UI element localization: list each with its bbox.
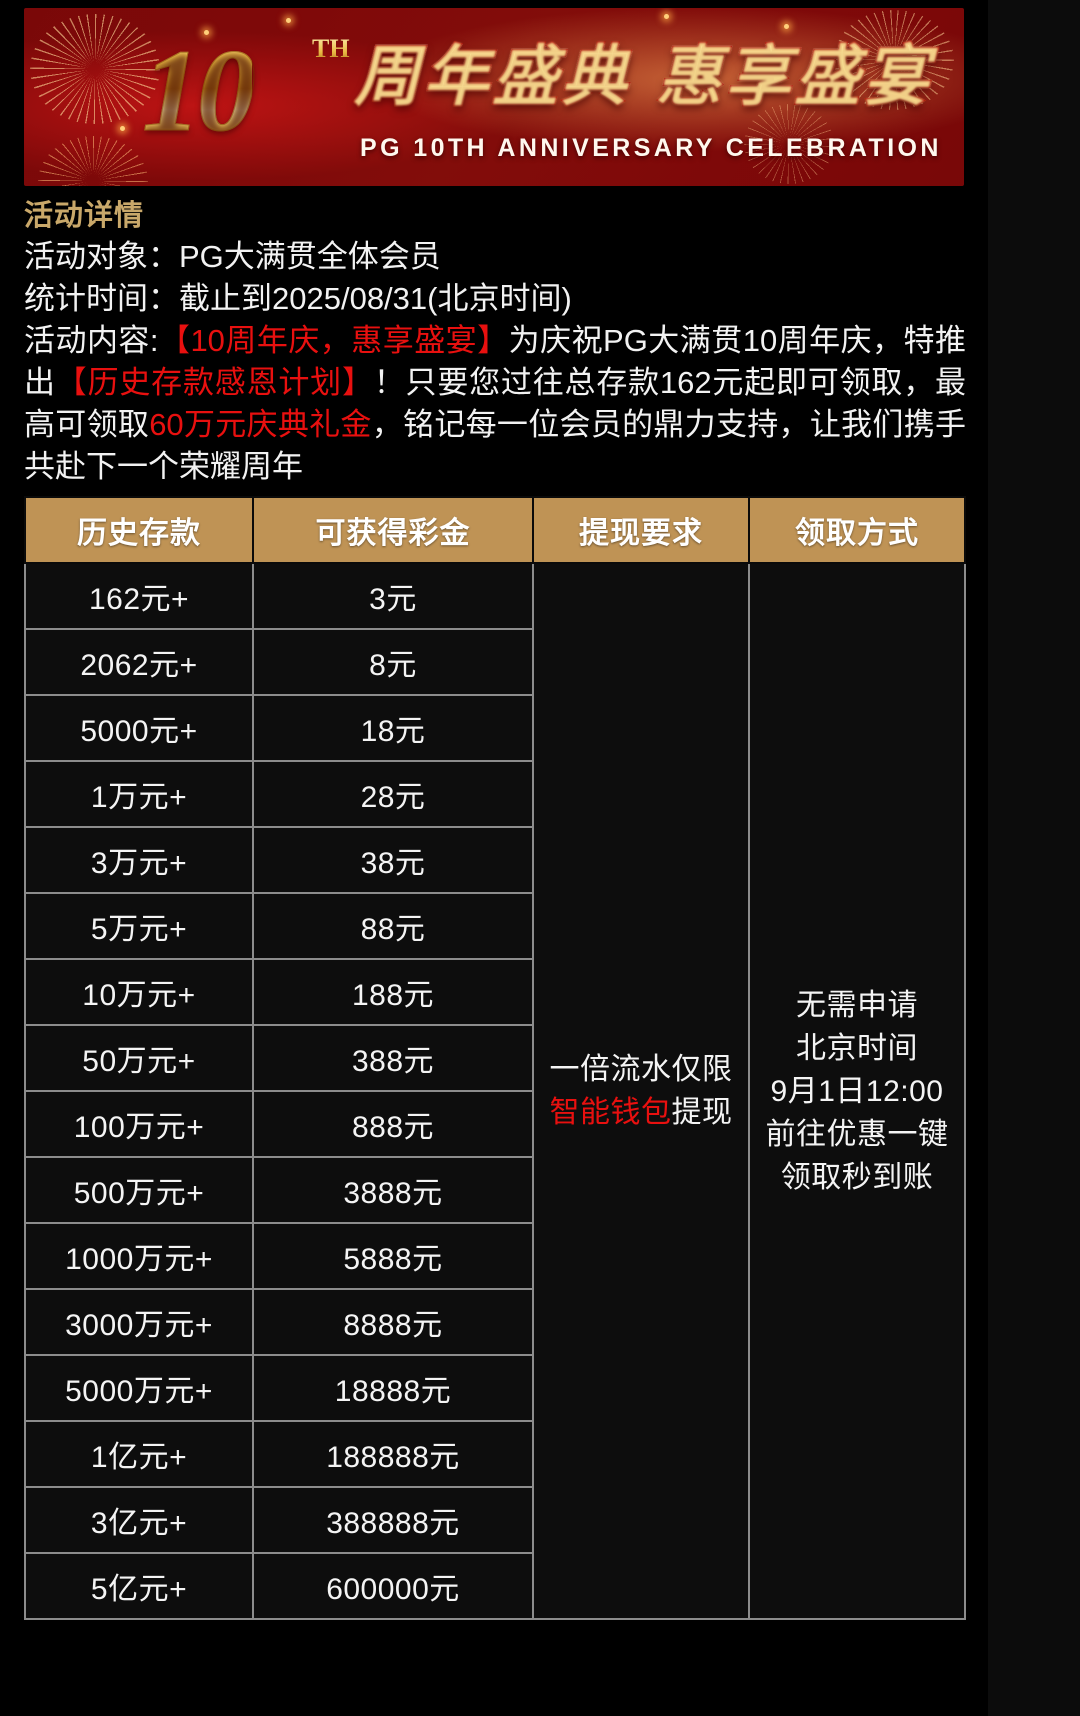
cell-deposit: 3亿元+ [24, 1486, 254, 1554]
content-text-4: ！只要您过往总存款162元起即可领取，最高可领取 [24, 365, 966, 442]
cell-withdraw-requirement: 一倍流水仅限 智能钱包提现 [532, 562, 750, 1620]
th-withdraw-requirement: 提现要求 [532, 496, 750, 564]
cell-deposit: 5000元+ [24, 694, 254, 762]
cell-bonus: 8元 [252, 628, 534, 696]
cell-bonus: 188888元 [252, 1420, 534, 1488]
withdraw-line-2-tail: 提现 [671, 1096, 733, 1129]
content-label: 活动内容: [24, 323, 159, 358]
cell-deposit: 500万元+ [24, 1156, 254, 1224]
period-value: 截止到2025/08/31(北京时间) [179, 281, 572, 316]
table-row: 100万元+ 888元 [24, 1090, 965, 1158]
spark-icon [120, 126, 125, 131]
audience-line: 活动对象：PG大满贯全体会员 [24, 236, 966, 278]
audience-value: PG大满贯全体会员 [179, 239, 441, 274]
content-text-6: ，铭记每一位会员的鼎力支持，让我们携手共赴下一个荣耀周年 [24, 407, 967, 484]
cell-deposit: 3000万元+ [24, 1288, 254, 1356]
banner-number-10: 10 [142, 25, 257, 156]
bonus-table: 历史存款 可获得彩金 提现要求 领取方式 162元+ 3元 一倍流水仅限 智能钱包… [24, 496, 966, 1620]
content-highlight-2: 【历史存款感恩计划】 [55, 365, 374, 400]
table-row: 5亿元+ 600000元 [24, 1552, 965, 1620]
content-text-2: 为庆祝PG大满贯10周年庆，特推出 [24, 323, 966, 400]
cell-bonus: 88元 [252, 892, 534, 960]
spark-icon [912, 52, 917, 57]
table-row: 3万元+ 38元 [24, 826, 965, 894]
claim-line-1: 无需申请 [796, 988, 918, 1022]
table-row: 162元+ 3元 一倍流水仅限 智能钱包提现 无需申请北京时间 9月1日12:00 前… [24, 562, 966, 1620]
spark-icon [286, 18, 291, 23]
table-row: 5000元+ 18元 [24, 694, 965, 762]
audience-label: 活动对象： [24, 239, 179, 274]
spark-icon [204, 30, 209, 35]
cell-bonus: 5888元 [252, 1222, 534, 1290]
firework-icon [38, 136, 148, 186]
cell-bonus: 888元 [252, 1090, 534, 1158]
claim-line-3: 9月1日12:00 [770, 1074, 944, 1108]
table-row: 5000万元+ 18888元 [24, 1354, 965, 1422]
cell-deposit: 10万元+ [24, 958, 254, 1026]
cell-bonus: 18元 [252, 694, 534, 762]
claim-line-2: 北京时间 [796, 1031, 918, 1065]
spark-icon [664, 14, 669, 19]
cell-claim-method: 无需申请北京时间 9月1日12:00 前往优惠一键 领取秒到账 [748, 562, 966, 1620]
table-row: 1亿元+ 188888元 [24, 1420, 965, 1488]
anniversary-banner: 10 TH 周年盛典 惠享盛宴 PG 10TH ANNIVERSARY CELE… [24, 8, 964, 186]
withdraw-highlight-wallet: 智能钱包 [549, 1096, 672, 1129]
table-row: 500万元+ 3888元 [24, 1156, 965, 1224]
table-row: 10万元+ 188元 [24, 958, 965, 1026]
banner-english-title: PG 10TH ANNIVERSARY CELEBRATION [360, 134, 942, 162]
table-row: 50万元+ 388元 [24, 1024, 965, 1092]
table-row: 1000万元+ 5888元 [24, 1222, 965, 1290]
content-paragraph: 活动内容:【10周年庆，惠享盛宴】为庆祝PG大满贯10周年庆，特推出【历史存款感… [24, 320, 966, 488]
cell-bonus: 188元 [252, 958, 534, 1026]
withdraw-line-1: 一倍流水仅限 [549, 1053, 733, 1086]
cell-deposit: 2062元+ [24, 628, 254, 696]
cell-bonus: 28元 [252, 760, 534, 828]
promo-page: 10 TH 周年盛典 惠享盛宴 PG 10TH ANNIVERSARY CELE… [0, 8, 988, 1620]
table-row: 2062元+ 8元 [24, 628, 965, 696]
claim-line-4: 前往优惠一键 [765, 1117, 949, 1151]
cell-deposit: 5000万元+ [24, 1354, 254, 1422]
content-highlight-1: 【10周年庆，惠享盛宴】 [158, 323, 509, 358]
cell-deposit: 3万元+ [24, 826, 254, 894]
bonus-table-body: 162元+ 3元 一倍流水仅限 智能钱包提现 无需申请北京时间 9月1日12:00 前… [24, 562, 966, 1620]
period-line: 统计时间：截止到2025/08/31(北京时间) [24, 278, 966, 320]
cell-bonus: 3888元 [252, 1156, 534, 1224]
claim-line-5: 领取秒到账 [780, 1160, 934, 1194]
cell-bonus: 18888元 [252, 1354, 534, 1422]
th-historical-deposit: 历史存款 [24, 496, 254, 564]
cell-bonus: 8888元 [252, 1288, 534, 1356]
bonus-table-wrapper: 历史存款 可获得彩金 提现要求 领取方式 162元+ 3元 一倍流水仅限 智能钱包… [24, 496, 966, 1620]
cell-bonus: 388元 [252, 1024, 534, 1092]
page-right-gutter [988, 0, 1080, 1716]
cell-deposit: 100万元+ [24, 1090, 254, 1158]
table-header-row: 历史存款 可获得彩金 提现要求 领取方式 [24, 496, 966, 564]
cell-bonus: 38元 [252, 826, 534, 894]
th-bonus-amount: 可获得彩金 [252, 496, 534, 564]
firework-icon [30, 14, 160, 124]
banner-ordinal-th: TH [312, 34, 350, 63]
table-row: 3亿元+ 388888元 [24, 1486, 965, 1554]
cell-deposit: 1亿元+ [24, 1420, 254, 1488]
table-row: 1万元+ 28元 [24, 760, 965, 828]
activity-details: 活动详情 活动对象：PG大满贯全体会员 统计时间：截止到2025/08/31(北… [0, 186, 988, 488]
cell-bonus: 600000元 [252, 1552, 534, 1620]
cell-deposit: 5万元+ [24, 892, 254, 960]
cell-deposit: 162元+ [24, 562, 254, 630]
details-heading: 活动详情 [24, 200, 145, 232]
table-row: 3000万元+ 8888元 [24, 1288, 965, 1356]
cell-deposit: 50万元+ [24, 1024, 254, 1092]
content-highlight-3: 60万元庆典礼金 [149, 407, 372, 442]
table-row: 5万元+ 88元 [24, 892, 965, 960]
cell-deposit: 1万元+ [24, 760, 254, 828]
period-label: 统计时间： [24, 281, 179, 316]
banner-chinese-title: 周年盛典 惠享盛宴 [353, 38, 932, 115]
spark-icon [784, 24, 789, 29]
th-claim-method: 领取方式 [748, 496, 966, 564]
cell-deposit: 1000万元+ [24, 1222, 254, 1290]
cell-bonus: 3元 [252, 562, 534, 630]
cell-deposit: 5亿元+ [24, 1552, 254, 1620]
cell-bonus: 388888元 [252, 1486, 534, 1554]
